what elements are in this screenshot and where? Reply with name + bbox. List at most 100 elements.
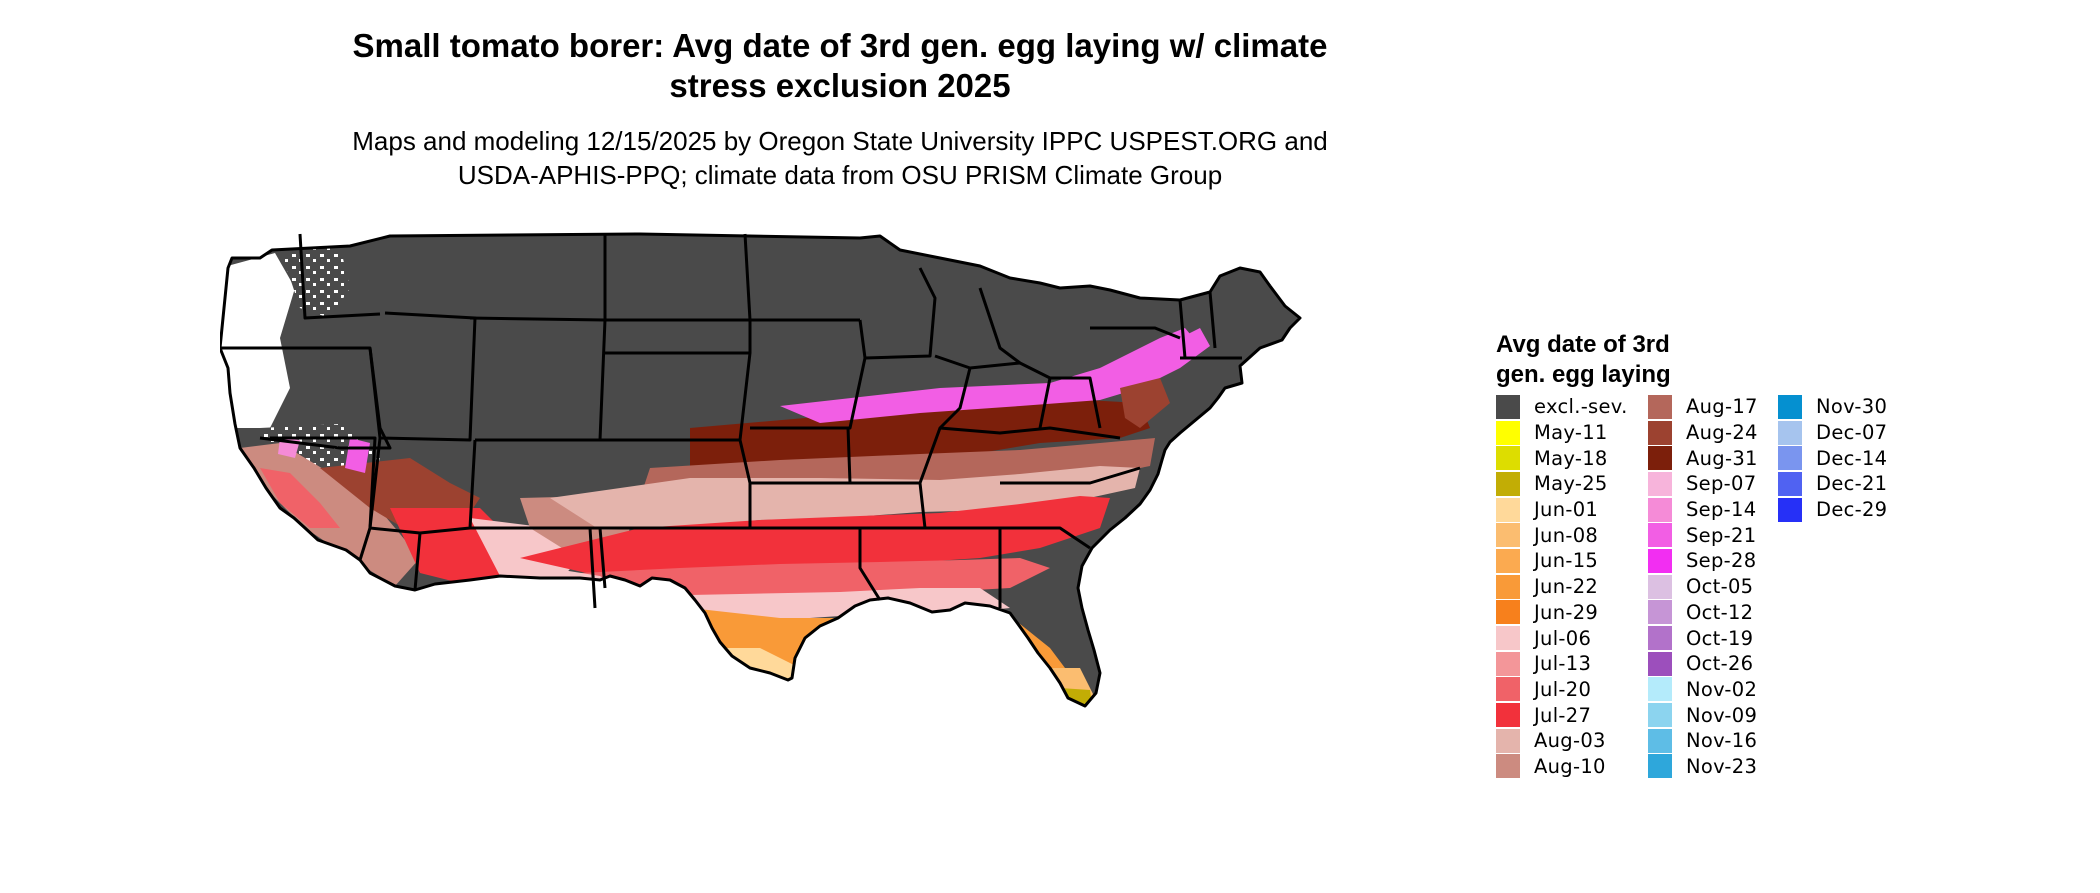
legend-column-1: excl.-sev. May-11 May-18 May-25 Jun-01 Jun-08… xyxy=(1496,394,1628,779)
legend-swatch xyxy=(1496,497,1520,522)
legend-label: Nov-09 xyxy=(1686,703,1758,727)
map-subtitle-line1: Maps and modeling 12/15/2025 by Oregon S… xyxy=(352,126,1328,156)
legend-label: Jun-15 xyxy=(1534,549,1599,573)
legend-label: Oct-19 xyxy=(1686,626,1754,650)
legend-label: Aug-24 xyxy=(1686,421,1758,445)
legend-label: Jun-29 xyxy=(1534,600,1599,624)
legend-item: Dec-29 xyxy=(1778,497,1887,523)
legend-item: Sep-21 xyxy=(1648,522,1758,548)
legend-label: Dec-29 xyxy=(1816,498,1888,522)
legend-item: Jun-22 xyxy=(1496,574,1628,600)
legend-item: Sep-07 xyxy=(1648,471,1758,497)
legend-swatch xyxy=(1648,420,1672,445)
legend-swatch xyxy=(1778,497,1802,522)
legend-item: Jul-06 xyxy=(1496,625,1628,651)
legend-label: Aug-10 xyxy=(1534,754,1606,778)
legend-item: Oct-19 xyxy=(1648,625,1758,651)
legend-item: Dec-07 xyxy=(1778,420,1887,446)
legend-label: Nov-16 xyxy=(1686,729,1758,753)
legend-swatch xyxy=(1648,703,1672,728)
legend-item: Aug-10 xyxy=(1496,754,1628,780)
legend-item: Oct-26 xyxy=(1648,651,1758,677)
legend-swatch xyxy=(1496,574,1520,599)
legend-swatch xyxy=(1778,420,1802,445)
legend-swatch xyxy=(1496,523,1520,548)
legend-item: Nov-23 xyxy=(1648,754,1758,780)
legend-item: Nov-09 xyxy=(1648,702,1758,728)
legend-swatch xyxy=(1496,446,1520,471)
legend-label: Sep-07 xyxy=(1686,472,1757,496)
legend-swatch xyxy=(1648,728,1672,753)
legend-label: Nov-23 xyxy=(1686,754,1758,778)
legend-label: Jul-20 xyxy=(1534,677,1592,701)
legend-item: Jun-08 xyxy=(1496,522,1628,548)
legend-label: Nov-30 xyxy=(1816,395,1888,419)
legend-item: May-25 xyxy=(1496,471,1628,497)
legend-label: Jun-22 xyxy=(1534,575,1599,599)
legend-swatch xyxy=(1648,626,1672,651)
legend-label: Oct-05 xyxy=(1686,575,1754,599)
legend-label: Jul-13 xyxy=(1534,652,1592,676)
legend-swatch xyxy=(1778,394,1802,419)
legend-title: Avg date of 3rd gen. egg laying xyxy=(1496,330,1756,390)
legend-label: Nov-02 xyxy=(1686,677,1758,701)
legend-swatch xyxy=(1496,548,1520,573)
legend-title-line2: gen. egg laying xyxy=(1496,361,1671,388)
legend-swatch xyxy=(1496,677,1520,702)
legend-swatch xyxy=(1648,548,1672,573)
legend-swatch xyxy=(1648,497,1672,522)
legend-swatch xyxy=(1496,728,1520,753)
map-title: Small tomato borer: Avg date of 3rd gen.… xyxy=(260,26,1420,106)
legend-item: Aug-31 xyxy=(1648,445,1758,471)
legend-item: Aug-03 xyxy=(1496,728,1628,754)
legend-label: Dec-07 xyxy=(1816,421,1888,445)
legend-label: Aug-03 xyxy=(1534,729,1606,753)
legend-label: May-11 xyxy=(1534,421,1608,445)
legend-swatch xyxy=(1496,703,1520,728)
legend-swatch xyxy=(1496,394,1520,419)
legend-item: May-11 xyxy=(1496,420,1628,446)
legend-label: Sep-14 xyxy=(1686,498,1757,522)
legend-label: May-25 xyxy=(1534,472,1608,496)
legend-label: Oct-26 xyxy=(1686,652,1754,676)
legend-label: Dec-21 xyxy=(1816,472,1888,496)
legend-label: Aug-17 xyxy=(1686,395,1758,419)
legend-swatch xyxy=(1496,754,1520,779)
legend-label: Oct-12 xyxy=(1686,600,1754,624)
legend-item: Jul-13 xyxy=(1496,651,1628,677)
legend-item: Dec-14 xyxy=(1778,445,1887,471)
legend-swatch xyxy=(1648,677,1672,702)
legend-item: Oct-05 xyxy=(1648,574,1758,600)
legend-item: Oct-12 xyxy=(1648,600,1758,626)
legend-label: Jun-01 xyxy=(1534,498,1599,522)
legend-swatch xyxy=(1778,446,1802,471)
legend-swatch xyxy=(1648,754,1672,779)
map-title-line1: Small tomato borer: Avg date of 3rd gen.… xyxy=(352,27,1328,64)
legend-item: Dec-21 xyxy=(1778,471,1887,497)
legend-swatch xyxy=(1648,471,1672,496)
legend-title-line1: Avg date of 3rd xyxy=(1496,331,1670,358)
legend-swatch xyxy=(1496,471,1520,496)
legend-swatch xyxy=(1648,394,1672,419)
state-boundaries xyxy=(220,232,1302,708)
legend-item: May-18 xyxy=(1496,445,1628,471)
map-fill xyxy=(220,234,1300,706)
legend-swatch xyxy=(1648,523,1672,548)
map-title-line2: stress exclusion 2025 xyxy=(669,67,1011,104)
legend-swatch xyxy=(1648,446,1672,471)
legend-label: Aug-31 xyxy=(1686,446,1758,470)
legend-label: Sep-21 xyxy=(1686,523,1757,547)
legend-item: Nov-16 xyxy=(1648,728,1758,754)
legend-label: Sep-28 xyxy=(1686,549,1757,573)
legend-label: May-18 xyxy=(1534,446,1608,470)
legend-label: Jul-06 xyxy=(1534,626,1592,650)
legend-item: Sep-14 xyxy=(1648,497,1758,523)
legend-item: Jul-27 xyxy=(1496,702,1628,728)
legend-item: excl.-sev. xyxy=(1496,394,1628,420)
legend-item: Jun-01 xyxy=(1496,497,1628,523)
legend-swatch xyxy=(1778,471,1802,496)
legend-label: Jun-08 xyxy=(1534,523,1599,547)
legend-item: Aug-24 xyxy=(1648,420,1758,446)
legend-swatch xyxy=(1496,651,1520,676)
legend-column-3: Nov-30 Dec-07 Dec-14 Dec-21 Dec-29 xyxy=(1778,394,1887,522)
